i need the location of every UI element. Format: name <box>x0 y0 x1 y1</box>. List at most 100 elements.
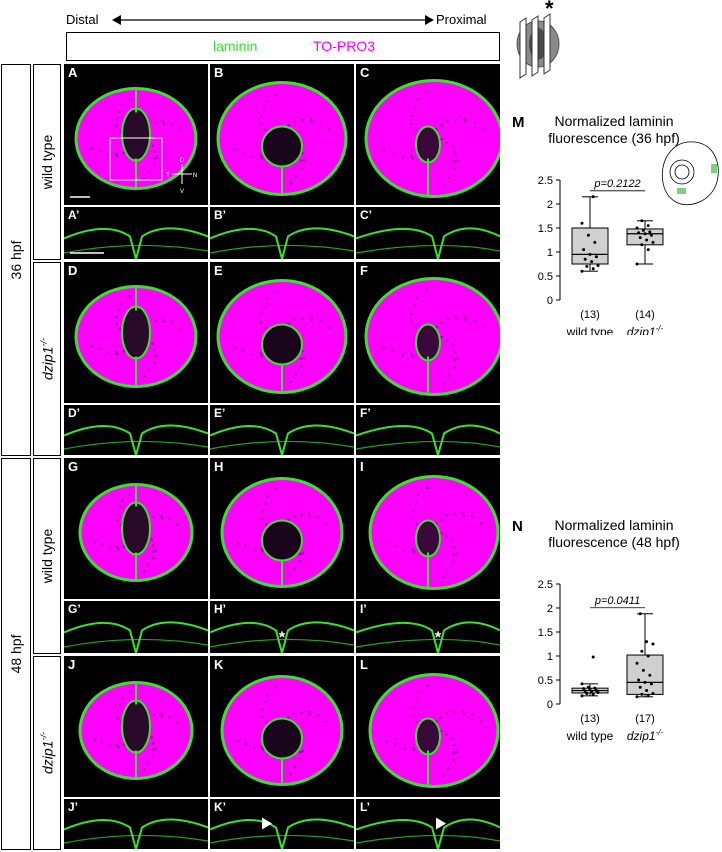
data-point <box>586 233 590 237</box>
data-point <box>586 685 590 689</box>
eye-section-image: D V T N <box>70 87 198 198</box>
micrograph-panel: D <box>64 262 208 403</box>
orientation-compass: D V T N <box>166 158 197 195</box>
category-label: wild type <box>566 325 614 335</box>
laminin-inset-image: * <box>356 621 500 653</box>
stage-36-label: 36 hpf <box>1 64 31 456</box>
data-point <box>591 195 595 199</box>
y-tick-label: 1 <box>547 247 553 259</box>
y-tick-label: 2 <box>547 199 553 211</box>
topro3-legend-label: TO-PRO3 <box>313 38 375 54</box>
category-label: dzip1-/- <box>627 324 664 335</box>
data-point <box>588 252 592 256</box>
data-point <box>651 642 655 646</box>
panel-n-label: N <box>512 518 523 535</box>
inset-letter-label: B’ <box>214 208 226 222</box>
data-point <box>590 690 594 694</box>
data-point <box>638 612 642 616</box>
data-point <box>580 221 584 225</box>
data-point <box>643 680 647 684</box>
micrograph-inset-panel: K’ <box>210 799 354 849</box>
data-point <box>638 236 642 240</box>
inset-letter-label: J’ <box>68 800 79 814</box>
data-point <box>635 262 639 266</box>
inset-letter-label: L’ <box>360 800 371 814</box>
eye-section-image <box>78 681 194 780</box>
y-tick-label: 0.5 <box>538 271 553 283</box>
data-point <box>588 688 592 692</box>
inset-letter-label: H’ <box>214 602 226 616</box>
eye-section-image <box>220 477 344 588</box>
micrograph-inset-panel: * I’ <box>356 601 500 653</box>
eye-schematic <box>661 141 719 206</box>
panel-letter-label: B <box>214 65 224 80</box>
box-iqr <box>626 228 664 246</box>
panel-letter-label: A <box>68 65 78 80</box>
data-point <box>593 686 597 690</box>
data-point <box>580 694 584 698</box>
mutant-36-label: dzip1-/- <box>33 262 61 456</box>
data-point <box>648 673 652 677</box>
panel-letter-label: E <box>214 263 223 278</box>
data-point <box>635 661 639 665</box>
laminin-inset-image <box>64 818 208 849</box>
panel-letter-label: J <box>68 657 76 672</box>
data-point <box>583 257 587 261</box>
asterisk-marker: * <box>435 629 442 646</box>
eye-section-image <box>216 81 348 196</box>
micrograph-inset-panel: B’ <box>210 207 354 259</box>
y-tick-label: 1.5 <box>538 627 553 639</box>
wild-type-36-label: wild type <box>33 64 61 260</box>
data-point <box>651 240 655 244</box>
data-point <box>585 691 589 695</box>
arrowhead-marker <box>262 817 272 830</box>
data-point <box>651 691 655 695</box>
laminin-inset-image: * <box>210 621 354 653</box>
data-point <box>580 269 584 273</box>
stage-48-label: 48 hpf <box>1 458 31 850</box>
micrograph-panel: K <box>210 656 354 797</box>
data-point <box>649 233 653 237</box>
inset-letter-label: K’ <box>214 800 226 814</box>
micrograph-inset-panel: E’ <box>210 405 354 455</box>
data-point <box>648 230 652 234</box>
chart-title-line: Normalized laminin <box>554 517 673 533</box>
data-point <box>646 224 650 228</box>
panel-letter-label: G <box>68 459 79 474</box>
data-point <box>594 689 598 693</box>
micrograph-panel: D V T N A <box>64 64 208 205</box>
data-point <box>582 687 586 691</box>
pvalue-label: p=0.2122 <box>593 178 640 190</box>
chart-title-line: fluorescence (36 hpf) <box>548 130 680 146</box>
panel-letter-label: C <box>360 65 370 80</box>
section-star: * <box>545 0 554 21</box>
laminin-inset-image <box>210 424 354 455</box>
proximal-label: Proximal <box>436 12 487 27</box>
micrograph-inset-panel: G’ <box>64 601 208 653</box>
asterisk-marker: * <box>279 629 286 646</box>
n-label: (14) <box>635 309 655 321</box>
panel-letter-label: D <box>68 263 78 278</box>
y-tick-label: 0 <box>547 295 553 307</box>
laminin-inset-image <box>356 817 500 849</box>
data-point <box>645 640 649 644</box>
micrograph-inset-panel: C’ <box>356 207 500 259</box>
channel-legend: laminin TO-PRO3 <box>66 32 500 61</box>
laminin-inset-image <box>356 424 500 455</box>
box-iqr <box>626 654 664 695</box>
eye-section-image <box>364 79 500 198</box>
data-point <box>641 668 645 672</box>
micrograph-inset-panel: A’ <box>64 207 208 259</box>
data-point <box>635 695 639 699</box>
laminin-inset-image <box>64 424 208 455</box>
chart-title-line: Normalized laminin <box>554 113 673 129</box>
eye-section-image <box>216 279 348 394</box>
data-point <box>590 260 594 264</box>
data-point <box>640 649 644 653</box>
n-label: (13) <box>580 309 600 321</box>
distal-proximal-arrow <box>112 15 434 25</box>
data-point <box>645 689 649 693</box>
eye-section-image <box>78 483 194 582</box>
